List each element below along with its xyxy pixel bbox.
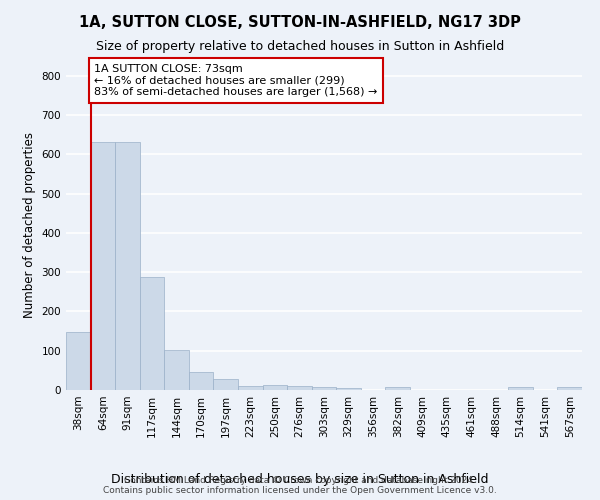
Bar [189,372,214,390]
Bar [214,378,238,390]
Bar [115,142,140,390]
Text: 1A SUTTON CLOSE: 73sqm
← 16% of detached houses are smaller (299)
83% of semi-de: 1A SUTTON CLOSE: 73sqm ← 16% of detached… [94,64,377,97]
Bar [263,386,287,390]
Bar [66,332,91,390]
Text: 1A, SUTTON CLOSE, SUTTON-IN-ASHFIELD, NG17 3DP: 1A, SUTTON CLOSE, SUTTON-IN-ASHFIELD, NG… [79,15,521,30]
Bar [557,387,582,390]
Y-axis label: Number of detached properties: Number of detached properties [23,132,36,318]
Bar [312,387,336,390]
Bar [91,142,115,390]
Bar [508,387,533,390]
Text: Distribution of detached houses by size in Sutton in Ashfield: Distribution of detached houses by size … [111,472,489,486]
Bar [238,386,263,390]
Text: Contains HM Land Registry data © Crown copyright and database right 2024.
Contai: Contains HM Land Registry data © Crown c… [103,476,497,495]
Bar [336,388,361,390]
Bar [287,386,312,390]
Bar [164,350,189,390]
Bar [140,277,164,390]
Text: Size of property relative to detached houses in Sutton in Ashfield: Size of property relative to detached ho… [96,40,504,53]
Bar [385,387,410,390]
